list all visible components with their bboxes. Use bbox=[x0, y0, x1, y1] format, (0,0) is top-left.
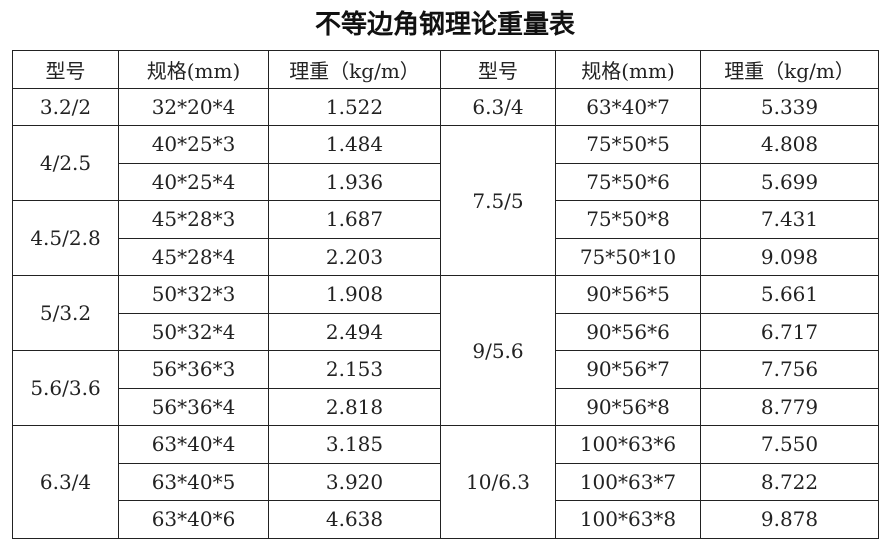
spec-cell: 75*50*6 bbox=[555, 162, 701, 201]
weight-cell: 3.185 bbox=[268, 425, 441, 464]
model-cell: 9/5.6 bbox=[440, 275, 556, 426]
spec-cell: 63*40*4 bbox=[118, 425, 269, 464]
spec-cell: 63*40*5 bbox=[118, 462, 269, 501]
weight-cell: 9.878 bbox=[700, 500, 879, 539]
spec-cell: 50*32*3 bbox=[118, 275, 269, 314]
table-row: 4/2.5 40*25*3 1.484 7.5/5 75*50*5 4.808 bbox=[12, 125, 879, 276]
weight-cell: 8.779 bbox=[700, 387, 879, 426]
table-row: 6.3/4 63*40*4 3.185 10/6.3 100*63*6 7.550 bbox=[12, 425, 879, 539]
table-row: 56*36*4 2.818 90*56*8 8.779 bbox=[13, 387, 879, 426]
weight-cell: 2.818 bbox=[268, 387, 441, 426]
model-cell: 5.6/3.6 bbox=[12, 350, 119, 426]
weight-cell: 3.920 bbox=[268, 462, 441, 501]
spec-cell: 40*25*4 bbox=[118, 162, 269, 201]
spec-cell: 56*36*4 bbox=[118, 387, 269, 426]
spec-cell: 56*36*3 bbox=[118, 350, 269, 389]
weight-cell: 1.522 bbox=[268, 87, 441, 126]
spec-cell: 45*28*4 bbox=[118, 237, 269, 276]
table-row: 5.6/3.6 56*36*3 2.153 90*56*7 7.756 bbox=[12, 350, 879, 426]
model-cell: 6.3/4 bbox=[440, 87, 556, 126]
spec-cell: 90*56*7 bbox=[555, 350, 701, 389]
weight-table: 型号 规格(mm) 理重（kg/m） 型号 规格(mm) 理重（kg/m） 3.2/2 32… bbox=[12, 50, 879, 539]
table-body: 3.2/2 32*20*4 1.522 6.3/4 63*40*7 5.339 4/2.5 4… bbox=[12, 87, 879, 539]
header-cell: 理重（kg/m） bbox=[268, 50, 441, 89]
model-cell: 10/6.3 bbox=[440, 425, 556, 539]
table-row: 63*40*6 4.638 100*63*8 9.878 bbox=[13, 500, 879, 539]
weight-cell: 1.687 bbox=[268, 200, 441, 239]
header-cell: 理重（kg/m） bbox=[700, 50, 879, 89]
spec-cell: 100*63*7 bbox=[555, 462, 701, 501]
header-cell: 规格(mm) bbox=[555, 50, 701, 89]
weight-cell: 6.717 bbox=[700, 312, 879, 351]
spec-cell: 90*56*6 bbox=[555, 312, 701, 351]
weight-cell: 1.908 bbox=[268, 275, 441, 314]
header-row: 型号 规格(mm) 理重（kg/m） 型号 规格(mm) 理重（kg/m） bbox=[12, 50, 879, 89]
spec-cell: 75*50*10 bbox=[555, 237, 701, 276]
model-cell: 6.3/4 bbox=[12, 425, 119, 539]
spec-cell: 45*28*3 bbox=[118, 200, 269, 239]
weight-cell: 7.756 bbox=[700, 350, 879, 389]
weight-cell: 7.550 bbox=[700, 425, 879, 464]
weight-cell: 1.936 bbox=[268, 162, 441, 201]
spec-cell: 100*63*8 bbox=[555, 500, 701, 539]
header-cell: 型号 bbox=[12, 50, 119, 89]
weight-cell: 5.339 bbox=[700, 87, 879, 126]
weight-cell: 2.153 bbox=[268, 350, 441, 389]
weight-cell: 9.098 bbox=[700, 237, 879, 276]
table-row: 3.2/2 32*20*4 1.522 6.3/4 63*40*7 5.339 bbox=[12, 87, 879, 126]
weight-cell: 4.638 bbox=[268, 500, 441, 539]
weight-cell: 7.431 bbox=[700, 200, 879, 239]
spec-cell: 50*32*4 bbox=[118, 312, 269, 351]
model-cell: 4/2.5 bbox=[12, 125, 119, 201]
spec-cell: 32*20*4 bbox=[118, 87, 269, 126]
spec-cell: 75*50*8 bbox=[555, 200, 701, 239]
table-row: 5/3.2 50*32*3 1.908 9/5.6 90*56*5 5.661 bbox=[12, 275, 879, 426]
weight-cell: 5.661 bbox=[700, 275, 879, 314]
spec-cell: 100*63*6 bbox=[555, 425, 701, 464]
table-row: 50*32*4 2.494 90*56*6 6.717 bbox=[13, 312, 879, 351]
table-row: 45*28*4 2.203 75*50*10 9.098 bbox=[13, 237, 879, 276]
spec-cell: 90*56*8 bbox=[555, 387, 701, 426]
weight-cell: 5.699 bbox=[700, 162, 879, 201]
weight-cell: 1.484 bbox=[268, 125, 441, 164]
spec-cell: 90*56*5 bbox=[555, 275, 701, 314]
title: 不等边角钢理论重量表 bbox=[314, 10, 575, 40]
model-cell: 3.2/2 bbox=[12, 87, 119, 126]
model-cell: 7.5/5 bbox=[440, 125, 556, 276]
weight-cell: 4.808 bbox=[700, 125, 879, 164]
header-cell: 型号 bbox=[440, 50, 556, 89]
weight-cell: 2.494 bbox=[268, 312, 441, 351]
spec-cell: 63*40*7 bbox=[555, 87, 701, 126]
spec-cell: 75*50*5 bbox=[555, 125, 701, 164]
weight-cell: 2.203 bbox=[268, 237, 441, 276]
weight-cell: 8.722 bbox=[700, 462, 879, 501]
header-cell: 规格(mm) bbox=[118, 50, 269, 89]
spec-cell: 40*25*3 bbox=[118, 125, 269, 164]
model-cell: 4.5/2.8 bbox=[12, 200, 119, 276]
model-cell: 5/3.2 bbox=[12, 275, 119, 351]
spec-cell: 63*40*6 bbox=[118, 500, 269, 539]
